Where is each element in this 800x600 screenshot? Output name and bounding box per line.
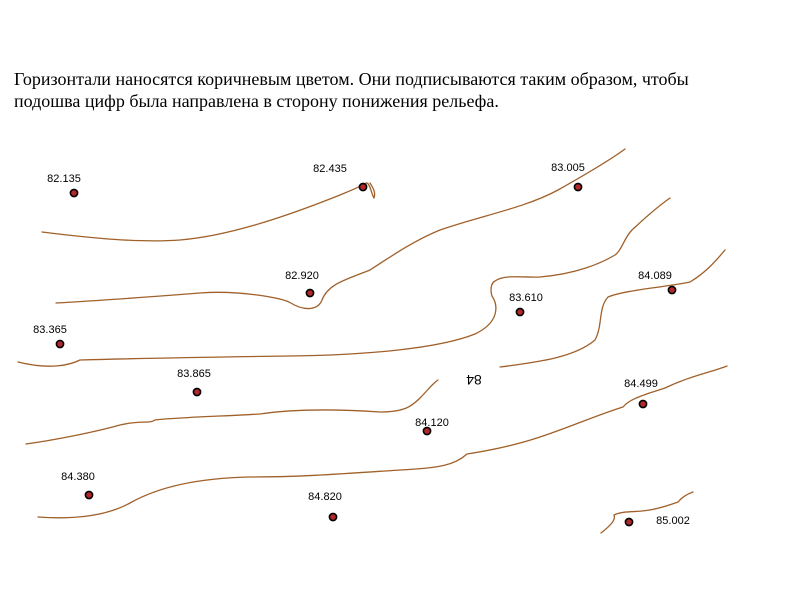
contour-line	[55, 148, 626, 310]
caption-text: Горизонтали наносятся коричневым цветом.…	[14, 69, 689, 111]
contour-line	[499, 249, 726, 368]
elevation-point-label: 84.120	[415, 417, 449, 429]
contour-label: 84	[466, 372, 482, 388]
elevation-points: 82.135 82.435 83.005 82.920 84.089 83.610 83.3…	[33, 162, 690, 527]
elevation-point-label: 84.499	[624, 378, 658, 390]
contour-line	[25, 379, 439, 445]
elevation-point-label: 84.380	[61, 471, 95, 483]
elevation-point-label: 83.005	[551, 162, 585, 174]
elevation-point-label: 82.135	[47, 173, 81, 185]
elevation-point-label: 83.610	[509, 292, 543, 304]
elevation-point-marker	[192, 387, 202, 397]
elevation-point-label: 84.820	[308, 491, 342, 503]
elevation-point-label: 84.089	[638, 270, 672, 282]
elevation-point-label: 83.865	[177, 368, 211, 380]
elevation-point-marker	[667, 285, 677, 295]
elevation-point-label: 85.002	[656, 515, 690, 527]
elevation-point-marker	[358, 182, 368, 192]
contour-line	[17, 197, 671, 367]
elevation-point-marker	[422, 426, 432, 436]
elevation-point-marker	[573, 182, 583, 192]
elevation-point-marker	[624, 517, 634, 527]
elevation-point-marker	[328, 512, 338, 522]
elevation-point-label: 82.920	[285, 270, 319, 282]
elevation-point-marker	[55, 339, 65, 349]
elevation-point-marker	[305, 288, 315, 298]
elevation-point-label: 82.435	[313, 163, 347, 175]
elevation-point-label: 83.365	[33, 324, 67, 336]
contour-line	[37, 365, 728, 519]
contour-line	[600, 491, 694, 534]
elevation-point-marker	[638, 399, 648, 409]
contour-lines	[17, 148, 728, 534]
elevation-point-marker	[84, 490, 94, 500]
elevation-point-marker	[515, 307, 525, 317]
elevation-point-marker	[69, 188, 79, 198]
contour-line	[41, 182, 376, 242]
